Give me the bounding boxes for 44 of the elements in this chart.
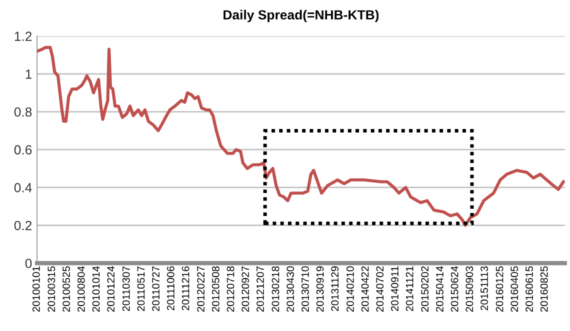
- y-tick-label: 0: [25, 258, 32, 268]
- x-tick-label: 20160125: [496, 266, 504, 312]
- x-tick-label: 20131129: [331, 266, 339, 311]
- x-tick-label: 20150624: [450, 266, 458, 312]
- x-tick-label: 20130218: [272, 266, 280, 312]
- x-tick-label: 20151113: [480, 266, 488, 310]
- x-tick-label: 20101014: [92, 266, 100, 312]
- x-tick-label: 20100525: [62, 266, 70, 312]
- x-tick-label: 20160615: [526, 266, 533, 312]
- x-tick-label: 20120718: [226, 266, 234, 312]
- x-tick-label: 20111216: [182, 266, 190, 310]
- x-tick-label: 20140210: [346, 266, 354, 312]
- x-tick-label: 20120227: [197, 266, 204, 312]
- x-tick-label: 20110727: [152, 266, 160, 311]
- x-tick-label: 20130710: [302, 266, 309, 312]
- x-tick-label: 20130430: [286, 266, 294, 312]
- x-tick-label: 20120508: [212, 266, 220, 312]
- x-tick-label: 20101224: [107, 266, 115, 312]
- chart-title: Daily Spread(=NHB-KTB): [224, 10, 379, 22]
- x-tick-label: 20100315: [48, 266, 56, 312]
- x-tick-label: 20160405: [510, 266, 518, 312]
- x-tick-label: 20120927: [242, 266, 250, 312]
- x-tick-label: 20160825: [540, 266, 548, 312]
- y-tick-label: 1: [26, 70, 32, 79]
- x-tick-label: 20140702: [376, 266, 384, 312]
- x-tick-label: 20140911: [391, 266, 398, 311]
- x-tick-label: 20140422: [361, 266, 369, 312]
- line-series: [37, 46, 565, 227]
- x-tick-label: 20150414: [436, 266, 444, 312]
- x-tick-label: 20100101: [32, 266, 40, 312]
- y-tick-label: 0.4: [14, 183, 32, 192]
- x-tick-label: 20121207: [256, 266, 264, 312]
- x-tick-label: 20100804: [77, 266, 85, 312]
- x-tick-label: 20150903: [466, 266, 474, 312]
- y-tick-label: 0.8: [14, 107, 32, 117]
- x-tick-label: 20110307: [122, 266, 130, 311]
- x-tick-label: 20141121: [406, 266, 414, 311]
- x-tick-label: 20150202: [421, 266, 429, 312]
- y-tick-label: 1.2: [14, 32, 32, 41]
- x-tick-label: 20111006: [166, 266, 174, 310]
- y-tick-label: 0.2: [14, 220, 32, 230]
- x-tick-label: 20110517: [137, 266, 145, 311]
- x-tick-label: 20130919: [316, 266, 324, 312]
- y-tick-label: 0.6: [14, 145, 32, 155]
